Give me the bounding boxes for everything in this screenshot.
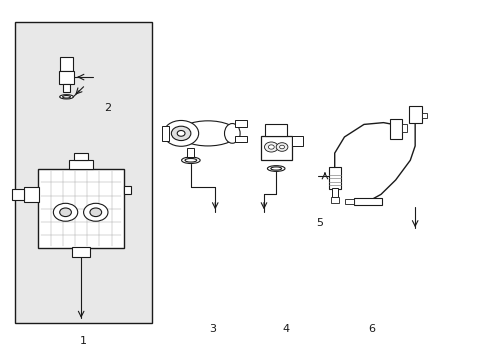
Bar: [234, 121, 246, 127]
Text: 6: 6: [367, 324, 374, 334]
Circle shape: [268, 145, 274, 149]
Bar: [39, 169, 123, 248]
Circle shape: [163, 121, 198, 146]
Text: 5: 5: [316, 218, 323, 228]
Bar: [401, 125, 407, 132]
Bar: [69, 160, 93, 169]
Bar: [74, 153, 88, 160]
Ellipse shape: [60, 95, 73, 99]
Circle shape: [279, 145, 284, 149]
Bar: [353, 198, 382, 205]
Bar: [331, 188, 337, 197]
Circle shape: [177, 131, 184, 136]
Bar: [187, 148, 194, 157]
Bar: [62, 84, 70, 92]
Circle shape: [276, 143, 287, 151]
Bar: [59, 71, 74, 84]
Ellipse shape: [224, 123, 240, 143]
Bar: [260, 136, 291, 160]
Bar: [291, 136, 302, 146]
Bar: [15, 22, 152, 323]
Bar: [345, 199, 353, 204]
Bar: [422, 113, 427, 118]
Bar: [330, 197, 338, 203]
Bar: [123, 186, 131, 194]
Circle shape: [171, 126, 190, 140]
Text: 4: 4: [282, 324, 289, 334]
Text: 3: 3: [209, 324, 216, 334]
Text: 1: 1: [80, 336, 87, 346]
Bar: [408, 107, 422, 123]
Bar: [72, 247, 90, 257]
Circle shape: [83, 203, 108, 221]
Bar: [24, 187, 40, 202]
Ellipse shape: [270, 167, 281, 170]
Ellipse shape: [181, 157, 200, 163]
Circle shape: [90, 208, 102, 217]
Bar: [60, 57, 73, 71]
Circle shape: [53, 203, 78, 221]
Bar: [234, 136, 246, 142]
Bar: [389, 119, 401, 139]
Bar: [161, 126, 168, 140]
Ellipse shape: [267, 166, 285, 171]
Text: 2: 2: [104, 103, 111, 113]
Bar: [265, 125, 286, 136]
Ellipse shape: [184, 158, 196, 162]
Circle shape: [60, 208, 71, 217]
Ellipse shape: [178, 121, 237, 146]
Ellipse shape: [62, 95, 70, 98]
Bar: [328, 167, 340, 189]
Circle shape: [264, 142, 278, 152]
Bar: [12, 189, 24, 200]
